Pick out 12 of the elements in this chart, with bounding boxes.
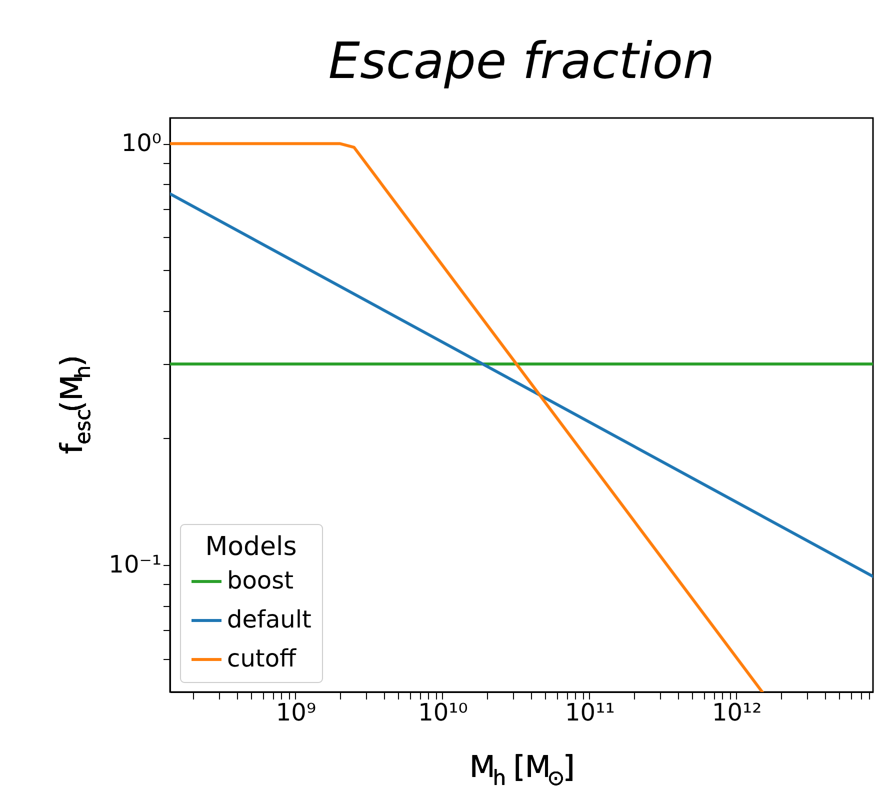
legend-label: boost [227, 566, 294, 594]
y-tick-label: 10⁰ [121, 129, 162, 158]
legend-label: default [227, 606, 312, 634]
chart-title: Escape fraction [328, 32, 715, 90]
x-tick-label: 10¹¹ [565, 698, 615, 726]
legend-title: Models [205, 532, 297, 562]
legend-label: cutoff [227, 644, 296, 672]
y-axis-title: fesc(Mh) [55, 354, 95, 454]
x-tick-label: 10¹⁰ [418, 698, 468, 726]
x-tick-label: 10¹² [712, 698, 762, 726]
x-tick-label: 10⁹ [276, 698, 316, 726]
y-tick-label: 10⁻¹ [108, 550, 162, 579]
